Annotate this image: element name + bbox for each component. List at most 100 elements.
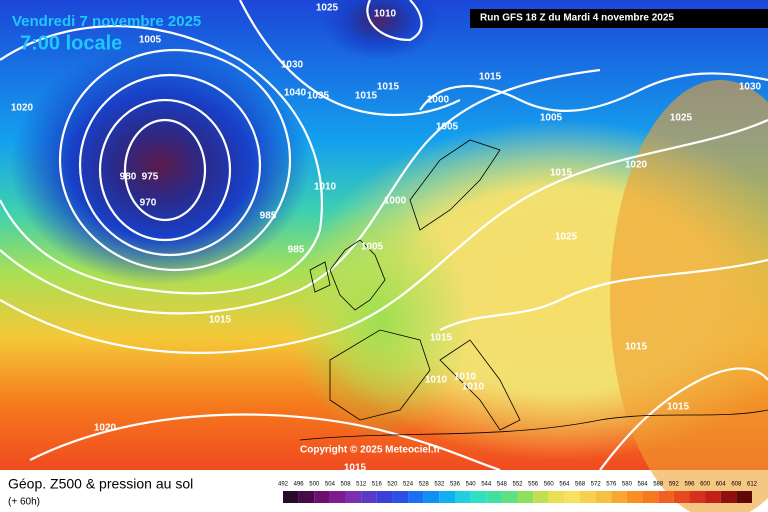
- isobar-label: 1035: [307, 91, 330, 102]
- scale-swatch: [595, 491, 612, 503]
- isobar-label: 970: [140, 198, 157, 209]
- isobar-label: 1005: [361, 242, 384, 253]
- scale-label: 560: [544, 482, 555, 488]
- isobar-label: 1025: [316, 3, 339, 14]
- scale-swatch: [501, 491, 518, 503]
- scale-label: 508: [341, 482, 352, 488]
- isobar-label: 1015: [479, 72, 502, 83]
- scale-swatch: [470, 491, 487, 503]
- scale-swatch: [283, 491, 299, 503]
- isobar-label: 985: [288, 245, 305, 256]
- isobar-label: 1025: [670, 113, 693, 124]
- scale-swatch: [486, 491, 502, 503]
- scale-label: 492: [278, 482, 289, 488]
- scale-label: 532: [434, 482, 445, 488]
- scale-label: 604: [716, 482, 727, 488]
- scale-label: 516: [372, 482, 383, 488]
- scale-swatch: [642, 491, 659, 503]
- scale-label: 568: [575, 482, 586, 488]
- isobar-label: 1005: [540, 113, 563, 124]
- scale-swatch: [361, 491, 377, 503]
- scale-label: 584: [638, 482, 649, 488]
- scale-swatch: [345, 491, 362, 503]
- scale-swatch: [564, 491, 581, 503]
- scale-label: 496: [294, 482, 305, 488]
- scale-swatch: [533, 491, 549, 503]
- isobar-label: 1000: [384, 196, 407, 207]
- coastlines: [299, 139, 768, 441]
- scale-swatch: [736, 491, 752, 503]
- isobar-label: 1015: [355, 91, 378, 102]
- low-area: [10, 45, 310, 285]
- isobar-label: 1015: [344, 463, 367, 474]
- isobar-label: 1025: [555, 232, 578, 243]
- footer-title: Géop. Z500 & pression au sol: [8, 476, 193, 492]
- isobar-label: 1005: [139, 35, 162, 46]
- scale-label: 564: [559, 482, 570, 488]
- color-scale: 492 496 500 504 508 512 516 520 524 528 532 536 540 5…: [278, 482, 758, 503]
- isobar-label: 1040: [284, 88, 307, 99]
- isobar-label: 985: [260, 211, 277, 222]
- scale-swatch: [454, 491, 471, 503]
- scale-label: 544: [481, 482, 492, 488]
- scale-label: 588: [653, 482, 664, 488]
- scale-swatch: [298, 491, 315, 503]
- scale-swatch: [611, 491, 627, 503]
- isobar-label: 1010: [425, 375, 448, 386]
- scale-label: 500: [309, 482, 320, 488]
- isobar-label: 1020: [11, 103, 34, 114]
- isobar-label: 1020: [625, 160, 648, 171]
- forecast-date: Vendredi 7 novembre 2025: [12, 13, 201, 30]
- forecast-time: 7:00 locale: [20, 32, 122, 54]
- isobar-label: 1005: [436, 122, 459, 133]
- isobar-label: 1015: [667, 402, 690, 413]
- scale-swatch: [658, 491, 674, 503]
- scale-label: 596: [684, 482, 695, 488]
- scale-swatch: [548, 491, 565, 503]
- isobar-label: 1015: [377, 82, 400, 93]
- isobar-label: 1015: [430, 333, 453, 344]
- run-info: Run GFS 18 Z du Mardi 4 novembre 2025: [480, 13, 674, 24]
- isobar-label: 1030: [281, 60, 304, 71]
- scale-swatch: [673, 491, 690, 503]
- isobar-label: 1010: [314, 182, 337, 193]
- copyright: Copyright © 2025 Meteociel.fr: [300, 445, 441, 456]
- isobar-label: 975: [142, 172, 159, 183]
- scale-swatch: [423, 491, 440, 503]
- footer-subtitle: (+ 60h): [8, 497, 40, 508]
- scale-swatch: [517, 491, 534, 503]
- scale-label: 600: [700, 482, 711, 488]
- scale-label: 504: [325, 482, 336, 488]
- scale-swatch: [580, 491, 596, 503]
- scale-swatch: [705, 491, 721, 503]
- scale-label: 580: [622, 482, 633, 488]
- scale-swatch: [626, 491, 643, 503]
- isobar-label: 1010: [374, 9, 397, 20]
- isobars: [0, 0, 768, 470]
- scale-label: 540: [466, 482, 477, 488]
- scale-label: 556: [528, 482, 539, 488]
- scale-label: 548: [497, 482, 508, 488]
- isobar-label: 1015: [209, 315, 232, 326]
- isobar-label: 1000: [427, 95, 450, 106]
- scale-label: 536: [450, 482, 461, 488]
- scale-label: 592: [669, 482, 680, 488]
- isobar-label: 1020: [94, 423, 117, 434]
- scale-label: 528: [419, 482, 430, 488]
- scale-swatch: [720, 491, 737, 503]
- scale-label: 572: [591, 482, 602, 488]
- trough-area: [290, 200, 470, 440]
- scale-swatch: [376, 491, 393, 503]
- scale-label: 576: [606, 482, 617, 488]
- low-area: [320, 0, 440, 60]
- isobar-label: 1015: [550, 168, 573, 179]
- scale-swatch: [329, 491, 346, 503]
- isobar-label: 1010: [462, 382, 485, 393]
- scale-label: 512: [356, 482, 367, 488]
- isobar-label: 1030: [739, 82, 762, 93]
- scale-label: 520: [387, 482, 398, 488]
- scale-label: 524: [403, 482, 414, 488]
- isobar-label: 1015: [625, 342, 648, 353]
- isobar-label: 980: [120, 172, 137, 183]
